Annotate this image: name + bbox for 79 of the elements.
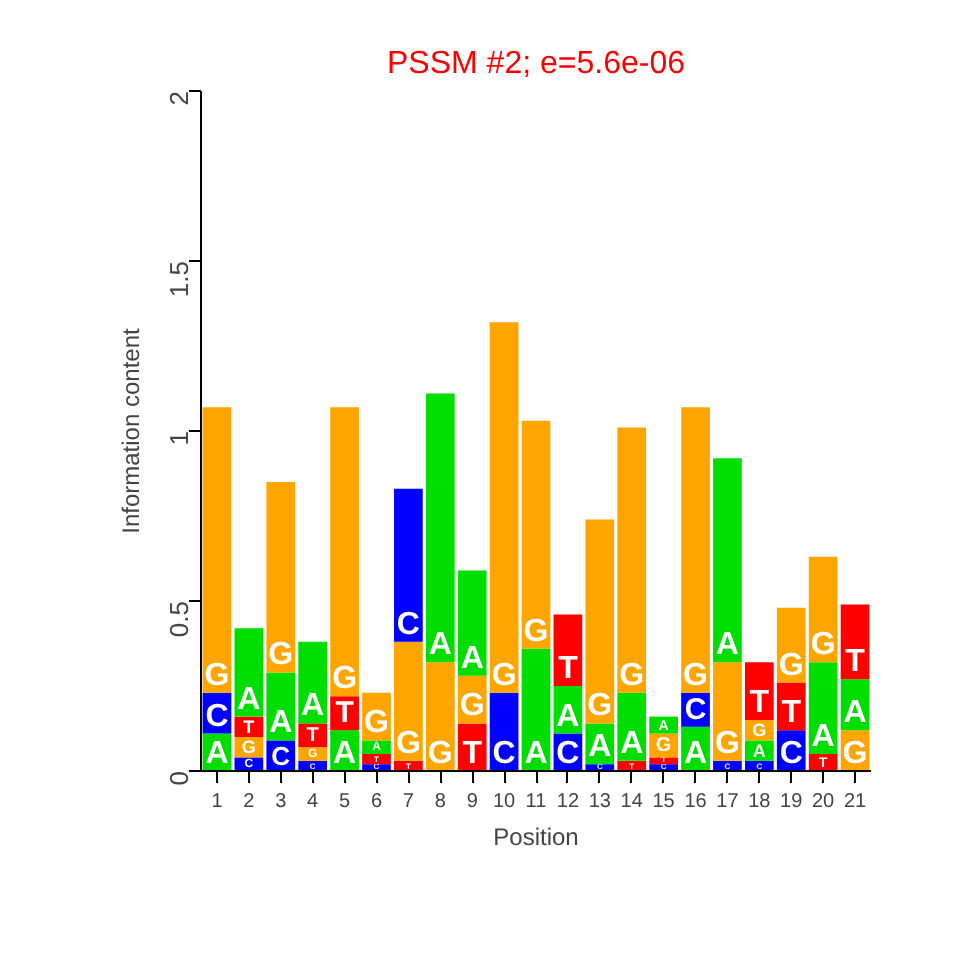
data-label: G [778,648,804,683]
x-tick-label: 4 [307,791,320,813]
x-tick-label: 3 [275,791,288,813]
data-label: G [427,737,453,771]
data-label: G [683,658,708,693]
y-tick-label: 0.5 [164,600,194,638]
data-label: G [491,658,517,693]
data-label: A [301,689,326,724]
data-label: A [715,628,740,663]
data-label: G [332,662,358,697]
data-label: A [524,737,549,771]
data-label: A [556,699,581,734]
data-label: T [306,725,319,748]
data-label: G [204,658,230,693]
data-label: G [364,706,389,741]
x-tick-label: 9 [466,791,479,813]
data-label: G [523,614,549,649]
data-label: G [241,737,256,758]
x-tick-label: 10 [492,791,517,813]
x-tick-label: 11 [525,791,548,813]
data-label: G [655,735,672,758]
data-label: C [556,737,581,771]
data-label: A [205,737,230,771]
data-label: A [843,696,868,731]
data-label: A [237,682,262,717]
data-label: T [781,696,802,731]
x-tick-label: 12 [556,791,580,813]
data-label: A [428,628,453,663]
data-label: C [492,737,517,771]
data-label: A [269,706,294,741]
x-tick-label: 5 [339,791,352,813]
y-tick-label: 1.5 [164,260,194,298]
data-label: A [333,737,358,771]
x-tick-label: 13 [588,791,612,813]
data-label: G [752,720,767,741]
data-label: A [588,730,613,765]
data-label: G [459,689,485,724]
data-label: C [396,607,421,642]
data-label: C [271,741,292,771]
x-tick-label: 6 [370,791,383,813]
data-label: C [205,699,230,734]
chart-title: PSSM #2; e=5.6e-06 [387,47,686,81]
data-label: G [587,689,613,724]
data-label: T [462,737,483,771]
data-label: T [845,645,866,680]
y-axis-title: Information content [117,326,145,534]
data-label: G [810,628,836,663]
x-tick-label: 16 [684,791,708,813]
data-label: G [268,638,294,673]
x-tick-label: 17 [716,791,740,813]
data-label: T [749,686,770,720]
x-tick-label: 7 [402,791,415,813]
x-tick-label: 18 [748,791,772,813]
y-tick-label: 2 [164,90,194,106]
x-tick-label: 19 [780,791,804,813]
data-label: C [684,692,707,727]
x-tick-label: 8 [434,791,447,813]
x-tick-label: 15 [652,791,676,813]
data-label: A [683,737,708,771]
data-label: A [460,641,485,676]
data-label: A [620,726,645,761]
x-axis-title: Position [493,823,579,851]
data-label: C [779,737,804,771]
x-tick-label: 20 [812,791,836,813]
data-label: G [395,726,421,761]
y-tick-label: 0 [164,770,194,786]
x-tick-label: 14 [620,791,644,813]
data-label: G [619,658,645,693]
data-label: T [243,717,256,737]
x-tick-label: 1 [211,791,224,813]
data-label: A [811,720,836,754]
y-tick-label: 1 [164,430,194,446]
data-label: G [842,737,868,771]
data-label: G [714,726,740,761]
x-tick-label: 21 [843,791,868,813]
data-label: A [752,740,767,761]
x-tick-label: 2 [243,791,256,813]
data-label: T [335,696,354,731]
data-label: T [558,652,579,686]
